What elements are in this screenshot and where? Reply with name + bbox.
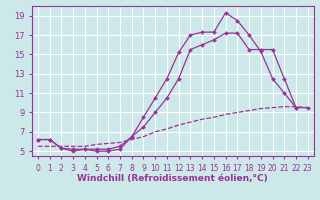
X-axis label: Windchill (Refroidissement éolien,°C): Windchill (Refroidissement éolien,°C) <box>77 174 268 183</box>
